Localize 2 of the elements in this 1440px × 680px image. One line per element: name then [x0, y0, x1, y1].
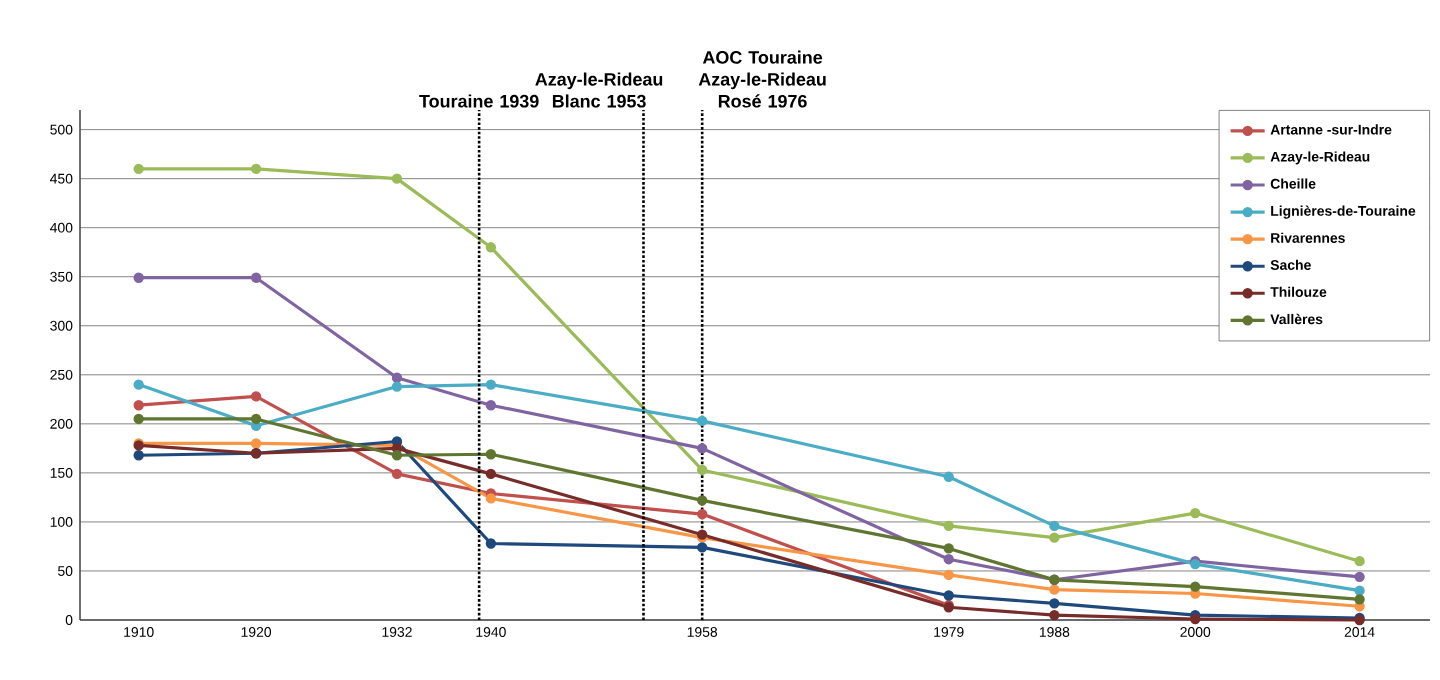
ref-line-label: Touraine 1939 — [419, 94, 539, 108]
ref-line-label: AOC Touraine Azay-le-Rideau Rosé 1976 — [698, 50, 826, 108]
